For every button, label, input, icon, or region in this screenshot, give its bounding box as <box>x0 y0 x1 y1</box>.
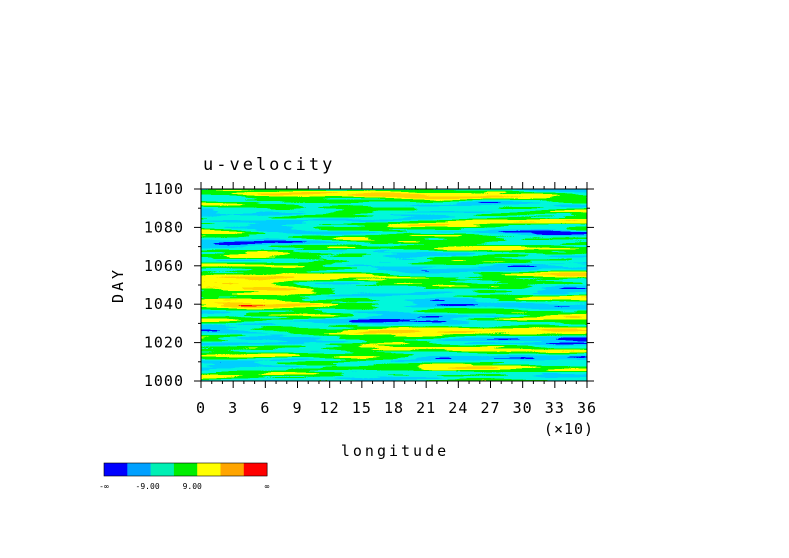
legend-swatch <box>127 463 151 476</box>
legend-swatch <box>173 463 198 476</box>
legend-label: -9.00 <box>136 482 160 491</box>
tick-marks <box>194 182 594 388</box>
legend-label: -∞ <box>99 482 109 491</box>
legend-label: 9.00 <box>183 482 202 491</box>
x-tick-label: 6 <box>260 399 270 417</box>
x-tick-label: 36 <box>577 399 597 417</box>
y-tick-label: 1000 <box>144 372 184 390</box>
legend-swatch <box>104 463 128 476</box>
x-tick-label: 12 <box>320 399 340 417</box>
x-tick-label: 21 <box>416 399 436 417</box>
x-tick-label: 30 <box>513 399 533 417</box>
legend-swatch <box>220 463 245 476</box>
x-multiplier-label: (×10) <box>544 420 594 438</box>
x-tick-label: 15 <box>352 399 372 417</box>
y-tick-label: 1080 <box>144 218 184 236</box>
chart-title: u-velocity <box>203 155 335 175</box>
y-tick-label: 1020 <box>144 334 184 352</box>
legend-swatch <box>243 463 268 476</box>
legend-label: ∞ <box>265 482 270 491</box>
y-axis-label: DAY <box>109 267 127 303</box>
x-tick-label: 18 <box>384 399 404 417</box>
x-axis-label: longitude <box>341 442 449 460</box>
y-tick-label: 1040 <box>144 295 184 313</box>
heatmap-field <box>201 189 587 381</box>
y-tick-labels: 1000 1020 1040 1060 1080 1100 <box>144 180 184 390</box>
legend-swatch <box>197 463 221 476</box>
y-tick-label: 1060 <box>144 257 184 275</box>
x-tick-label: 9 <box>292 399 302 417</box>
x-tick-label: 27 <box>480 399 500 417</box>
x-tick-label: 24 <box>448 399 468 417</box>
x-tick-labels: 0 3 6 9 12 15 18 21 24 27 30 33 36 <box>196 399 597 417</box>
color-legend: -∞ -9.00 9.00 ∞ <box>99 462 270 491</box>
x-tick-label: 0 <box>196 399 206 417</box>
legend-frame <box>103 462 268 477</box>
x-tick-label: 3 <box>228 399 238 417</box>
x-tick-label: 33 <box>545 399 565 417</box>
legend-swatch <box>150 463 175 476</box>
y-tick-label: 1100 <box>144 180 184 198</box>
